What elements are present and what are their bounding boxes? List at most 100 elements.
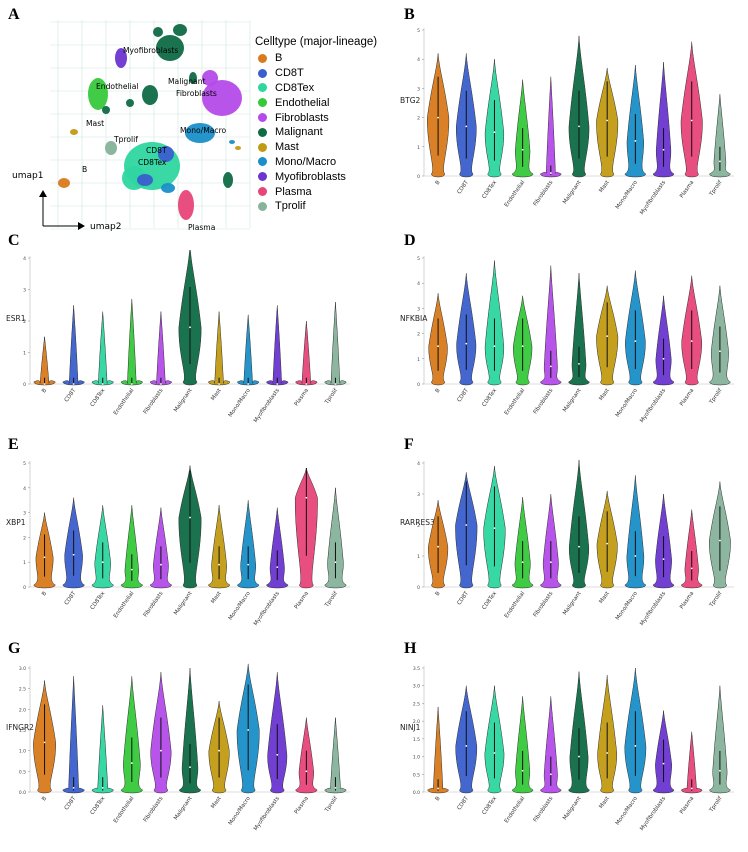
violin-median bbox=[218, 749, 220, 752]
legend-label: Plasma bbox=[275, 185, 312, 198]
legend-swatch bbox=[258, 142, 267, 152]
violin-median bbox=[72, 383, 75, 385]
violin-median bbox=[218, 563, 220, 566]
y-tick-label: 2.0 bbox=[413, 719, 420, 725]
x-tick-label-cd8t: CD8T bbox=[456, 387, 470, 403]
violin-median bbox=[690, 787, 693, 790]
y-axis-title: NINJ1 bbox=[400, 723, 421, 732]
umap-label-myofibroblasts: Myofibroblasts bbox=[123, 46, 178, 55]
legend-swatch bbox=[258, 113, 267, 123]
x-tick-label-endothelial: Endothelial bbox=[504, 387, 527, 416]
y-axis-title: RARRES3 bbox=[400, 518, 435, 527]
violin-median bbox=[578, 362, 580, 365]
legend-item-malignant: Malignant bbox=[255, 125, 377, 140]
y-tick-label: 5 bbox=[417, 28, 420, 34]
violin-median bbox=[493, 752, 496, 754]
umap-cluster-malignant bbox=[142, 85, 158, 105]
x-tick-label-mast: Mast bbox=[598, 590, 611, 605]
x-tick-label-endothelial: Endothelial bbox=[113, 590, 136, 619]
x-tick-label-fibroblasts: Fibroblasts bbox=[533, 180, 555, 208]
violin-tprolif bbox=[709, 94, 731, 178]
legend-swatch bbox=[258, 53, 267, 63]
umap-cluster-malignant bbox=[102, 106, 110, 114]
panel-letter-g: G bbox=[8, 640, 21, 657]
y-axis-title: ESR1 bbox=[6, 314, 26, 323]
y-tick-label: 2.5 bbox=[413, 701, 420, 707]
violin-median bbox=[334, 561, 337, 564]
violin-mono-macro bbox=[236, 500, 260, 589]
violin-median bbox=[719, 769, 721, 772]
violin-median bbox=[662, 357, 665, 360]
violin-myofibroblasts bbox=[266, 305, 289, 386]
violin-median bbox=[72, 786, 75, 789]
violin-median bbox=[606, 542, 609, 545]
x-tick-label-plasma: Plasma bbox=[679, 388, 695, 408]
violin-median bbox=[634, 555, 637, 557]
violin-median bbox=[634, 140, 637, 142]
umap-label-tprolif: Tprolif bbox=[113, 135, 138, 144]
violin-chart-rarres3: 0 1 2 3 4 RARRES3 B CD8T CD8Tex Endothelial Fibrob… bbox=[400, 459, 734, 627]
legend-item-plasma: Plasma bbox=[255, 184, 377, 199]
violin-median bbox=[521, 769, 524, 772]
x-tick-label-b: B bbox=[435, 180, 442, 187]
violin-median bbox=[465, 125, 468, 128]
violin-median bbox=[101, 383, 104, 385]
violin-median bbox=[189, 326, 191, 329]
umap-cluster-mast bbox=[235, 146, 241, 150]
x-tick-label-plasma: Plasma bbox=[679, 796, 695, 816]
x-tick-label-plasma: Plasma bbox=[679, 180, 695, 200]
legend-item-fibroblasts: Fibroblasts bbox=[255, 110, 377, 125]
violin-median bbox=[719, 539, 721, 542]
violin-median bbox=[549, 172, 552, 174]
violin-mast bbox=[207, 311, 231, 386]
violin-median bbox=[101, 561, 104, 564]
x-tick-label-mast: Mast bbox=[598, 795, 611, 810]
umap-cluster-malignant bbox=[126, 99, 134, 107]
violin-plasma bbox=[680, 731, 703, 794]
x-tick-label-mast: Mast bbox=[210, 590, 223, 605]
violin-median bbox=[247, 383, 250, 385]
violin-median bbox=[465, 524, 468, 526]
y-tick-label: 1 bbox=[23, 560, 26, 566]
x-tick-label-myofibroblasts: Myofibroblasts bbox=[253, 796, 281, 832]
legend-item-cd8tex: CD8Tex bbox=[255, 81, 377, 96]
umap-label-endothelial: Endothelial bbox=[96, 82, 139, 91]
y-tick-label: 0 bbox=[417, 382, 420, 388]
x-tick-label-cd8tex: CD8Tex bbox=[481, 590, 498, 611]
x-tick-label-mono-macro: Mono/Macro bbox=[228, 795, 252, 826]
umap-cluster-malignant bbox=[173, 24, 187, 36]
legend-title: Celltype (major-lineage) bbox=[255, 36, 378, 48]
legend-label: Malignant bbox=[275, 126, 323, 139]
violin-median bbox=[662, 762, 665, 765]
violin-cd8tex bbox=[91, 705, 114, 794]
violin-median bbox=[247, 729, 250, 731]
violin-median bbox=[549, 561, 552, 564]
violin-chart-btg2: 0 1 2 3 4 5 BTG2 B CD8T CD8Tex Endothelial Fibrobla… bbox=[400, 28, 734, 216]
panel-letter-h: H bbox=[404, 640, 417, 657]
umap-label-malignant: Malignant bbox=[168, 77, 206, 86]
umap-cluster-fibroblasts bbox=[202, 70, 218, 86]
x-tick-label-myofibroblasts: Myofibroblasts bbox=[639, 180, 667, 216]
x-tick-label-mono-macro: Mono/Macro bbox=[615, 387, 639, 418]
violin-plasma bbox=[680, 509, 703, 589]
x-tick-label-mast: Mast bbox=[210, 795, 223, 810]
legend-swatch bbox=[258, 187, 267, 197]
y-tick-label: 2 bbox=[417, 523, 420, 529]
umap-cluster-cd8t bbox=[158, 146, 174, 162]
umap-cluster-malignant bbox=[156, 35, 184, 61]
x-tick-label-b: B bbox=[41, 591, 48, 598]
y-tick-label: 3 bbox=[417, 492, 420, 498]
y-tick-label: 0 bbox=[23, 382, 26, 388]
violin-median bbox=[276, 566, 279, 569]
y-tick-label: 0 bbox=[417, 585, 420, 591]
violin-chart-ninj1: 0.0 0.5 1.0 1.5 2.0 2.5 3.0 3.5 NINJ1 B CD8T CD8Tex… bbox=[400, 666, 734, 832]
x-tick-label-tprolif: Tprolif bbox=[324, 795, 340, 814]
umap-clusters bbox=[58, 24, 242, 220]
y-tick-label: 0 bbox=[23, 585, 26, 591]
violin-chart-xbp1: 0 1 2 3 4 5 XBP1 B CD8T CD8Tex Endothelial Fibrobla… bbox=[6, 461, 350, 627]
umap-axis-x-label: umap2 bbox=[90, 222, 121, 232]
violin-median bbox=[521, 148, 524, 151]
y-tick-label: 0.5 bbox=[413, 772, 420, 778]
x-tick-label-malignant: Malignant bbox=[562, 795, 583, 821]
violin-median bbox=[334, 383, 337, 385]
